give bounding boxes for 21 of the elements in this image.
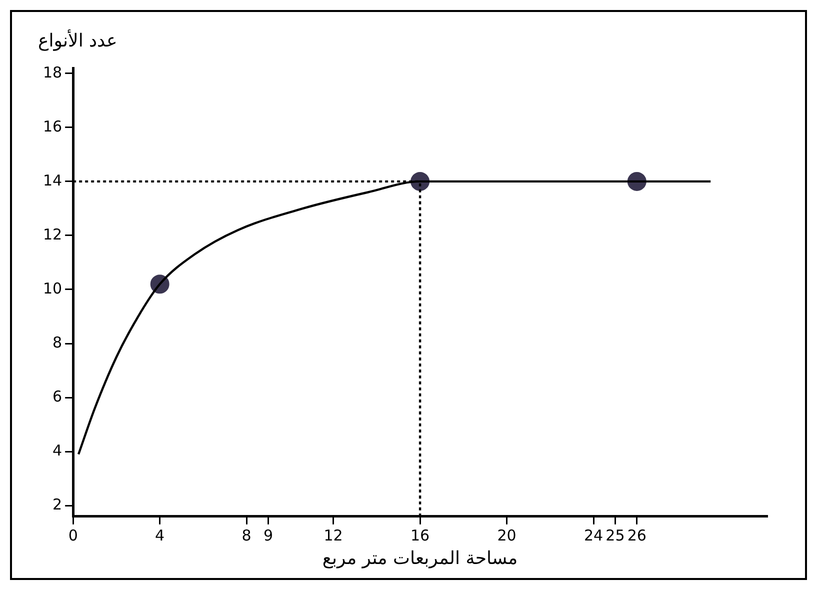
y-tick-label: 14 <box>42 171 62 190</box>
x-tick-label: 26 <box>627 526 646 544</box>
x-tick-label: 25 <box>606 526 625 544</box>
y-tick-label: 18 <box>42 63 62 82</box>
x-tick-label: 9 <box>263 526 274 544</box>
y-tick-label: 8 <box>52 333 62 352</box>
x-tick-label: 16 <box>410 526 430 544</box>
x-axis-title: مساحة المربعات متر مربع <box>322 548 518 569</box>
x-tick-label: 0 <box>68 526 78 544</box>
y-tick-label: 2 <box>52 495 62 514</box>
x-tick-label: 20 <box>497 526 516 544</box>
x-tick-label: 4 <box>155 526 165 544</box>
x-tick-label: 8 <box>242 526 252 544</box>
y-tick-label: 4 <box>52 441 62 460</box>
y-tick-label: 10 <box>42 279 62 298</box>
y-tick-label: 16 <box>42 117 62 136</box>
x-tick-label: 12 <box>324 526 343 544</box>
y-tick-label: 6 <box>52 387 62 406</box>
y-tick-label: 12 <box>42 225 62 244</box>
x-tick-label: 24 <box>584 526 604 544</box>
y-axis-title: عدد الأنواع <box>38 28 118 52</box>
